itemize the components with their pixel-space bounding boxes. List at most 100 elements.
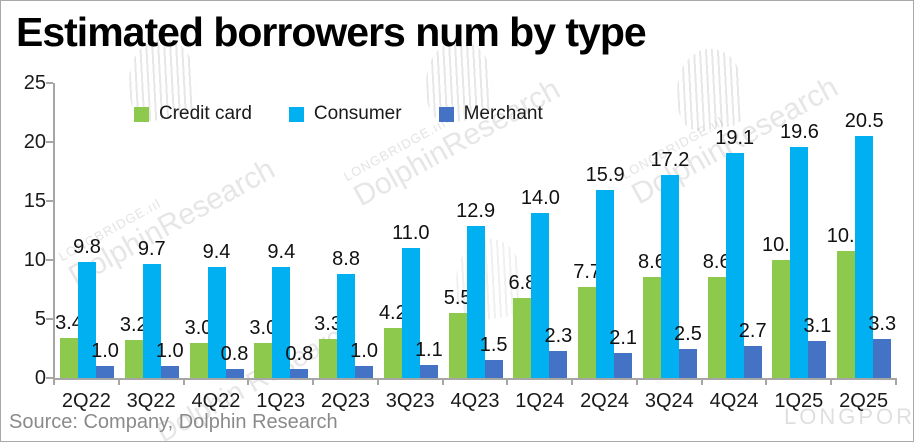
bar-value-label: 3.2 <box>119 314 148 337</box>
legend-item-consumer: Consumer <box>288 103 402 125</box>
bar-merchant-4q23 <box>484 360 503 378</box>
bar-value-label: 4.2 <box>378 302 407 325</box>
x-axis-tick <box>441 378 444 385</box>
bar-value-label: 2.5 <box>674 322 702 345</box>
x-axis-tick <box>247 378 250 385</box>
x-axis-category-label: 1Q24 <box>515 390 565 412</box>
bar-merchant-4q24 <box>743 346 762 378</box>
bar-merchant-2q23 <box>355 366 374 378</box>
bar-value-label: 9.4 <box>267 241 296 264</box>
bar-value-label: 2.1 <box>609 327 638 350</box>
bar-value-label: 20.5 <box>844 110 884 133</box>
y-axis-tick <box>46 259 53 261</box>
x-axis-category-label: 3Q24 <box>644 390 694 412</box>
bar-credit-card-2q22 <box>60 337 78 378</box>
bar-value-label: 7.7 <box>573 261 602 284</box>
x-axis-category-label: 3Q22 <box>126 390 176 412</box>
x-axis-category-label: 3Q23 <box>385 390 435 412</box>
bar-value-label: 9.4 <box>202 241 231 264</box>
bar-merchant-1q23 <box>290 368 309 378</box>
y-axis-label: 20 <box>23 131 46 153</box>
bar-merchant-1q24 <box>549 350 568 378</box>
x-axis-line <box>53 378 896 380</box>
bar-value-label: 3.0 <box>249 316 278 339</box>
x-axis-category-label: 1Q23 <box>256 390 306 412</box>
bar-merchant-2q25 <box>873 339 892 378</box>
bar-consumer-3q23 <box>401 248 420 378</box>
bar-value-label: 1.1 <box>414 339 443 362</box>
bar-credit-card-2q25 <box>837 250 856 378</box>
bar-value-label: 1.5 <box>479 334 508 357</box>
x-axis-category-label: 4Q24 <box>709 390 759 412</box>
bar-consumer-2q23 <box>337 274 356 378</box>
bar-consumer-1q23 <box>272 267 291 378</box>
x-axis-tick <box>571 378 574 385</box>
legend: Credit card Consumer Merchant <box>134 103 543 125</box>
bar-value-label: 3.0 <box>184 316 213 339</box>
bar-value-label: 1.0 <box>155 340 184 363</box>
bar-value-label: 9.7 <box>137 237 166 260</box>
bar-value-label: 9.8 <box>73 236 101 259</box>
x-axis-tick <box>182 378 185 385</box>
bar-value-label: 3.3 <box>314 313 342 336</box>
x-axis-tick <box>506 378 509 385</box>
x-axis-category-label: 2Q22 <box>61 390 111 412</box>
bar-credit-card-3q22 <box>124 340 143 378</box>
y-axis-label: 5 <box>34 308 46 330</box>
x-axis-tick <box>117 378 120 385</box>
x-axis-tick <box>765 378 768 385</box>
bar-value-label: 2.3 <box>544 324 573 347</box>
bar-credit-card-4q23 <box>448 313 467 378</box>
legend-item-merchant: Merchant <box>438 103 543 125</box>
x-axis-tick <box>312 378 315 385</box>
bar-consumer-4q23 <box>466 225 485 378</box>
bar-value-label: 8.8 <box>332 248 360 271</box>
bar-value-label: 2.7 <box>738 320 767 343</box>
y-axis-line <box>53 83 55 379</box>
x-axis-tick <box>700 378 703 385</box>
bar-consumer-3q24 <box>660 175 679 378</box>
bar-credit-card-4q24 <box>707 276 726 378</box>
x-axis-tick <box>895 378 897 385</box>
bar-merchant-3q22 <box>160 366 179 378</box>
bar-credit-card-1q24 <box>513 297 532 378</box>
bar-credit-card-1q23 <box>254 342 273 378</box>
bar-consumer-1q24 <box>531 212 550 378</box>
legend-label: Consumer <box>313 103 402 124</box>
bar-value-label: 14.0 <box>520 186 560 209</box>
legend-item-credit-card: Credit card <box>134 103 252 125</box>
y-axis-tick <box>46 141 53 143</box>
x-axis-category-label: 4Q23 <box>450 390 500 412</box>
x-axis-category-label: 2Q23 <box>320 390 370 412</box>
bar-value-label: 0.8 <box>220 342 249 365</box>
bar-value-label: 19.6 <box>779 120 819 143</box>
source-note: Source: Company, Dolphin Research <box>9 411 338 433</box>
bar-value-label: 8.6 <box>702 250 731 273</box>
bar-value-label: 8.6 <box>638 250 666 273</box>
y-axis-tick <box>46 318 53 320</box>
bar-credit-card-2q23 <box>319 339 338 378</box>
bar-value-label: 5.5 <box>443 287 472 310</box>
bar-consumer-2q25 <box>855 136 874 378</box>
bar-value-label: 19.1 <box>715 126 755 149</box>
chart-title: Estimated borrowers num by type <box>16 9 647 55</box>
y-axis-label: 25 <box>23 72 46 94</box>
bar-merchant-2q22 <box>96 366 114 378</box>
legend-label: Merchant <box>463 103 543 124</box>
bar-value-label: 17.2 <box>650 149 690 172</box>
bar-credit-card-3q23 <box>383 328 402 378</box>
y-axis-tick <box>46 377 53 379</box>
x-axis-tick <box>376 378 379 385</box>
legend-label: Credit card <box>159 103 252 124</box>
legend-swatch-icon <box>288 106 304 122</box>
bar-consumer-3q22 <box>142 263 161 378</box>
bar-consumer-1q25 <box>790 146 809 378</box>
bar-credit-card-1q25 <box>772 260 791 378</box>
bar-merchant-4q22 <box>225 368 244 378</box>
bar-value-label: 0.8 <box>285 342 314 365</box>
bar-consumer-2q22 <box>78 262 96 378</box>
bar-value-label: 12.9 <box>456 199 496 222</box>
bar-value-label: 3.4 <box>55 311 83 334</box>
